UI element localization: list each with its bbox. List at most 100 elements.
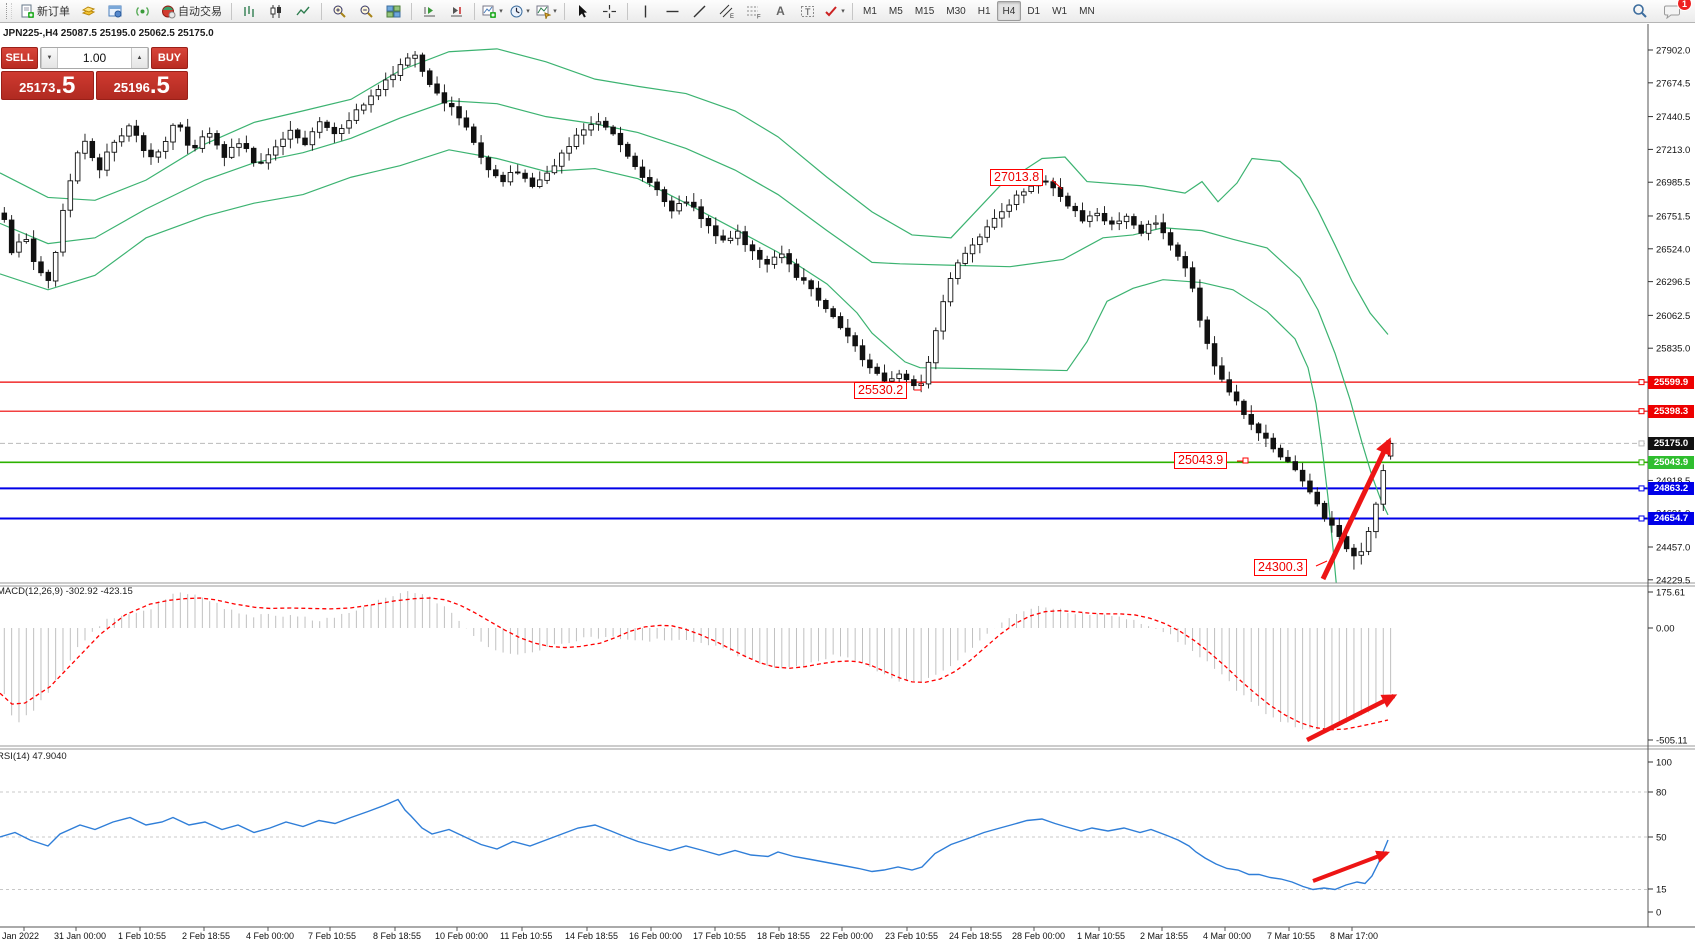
macd-pane[interactable] xyxy=(0,591,1398,743)
bar-chart-button[interactable] xyxy=(236,0,263,22)
timeframe-mn-button[interactable]: MN xyxy=(1079,5,1095,17)
time-label[interactable]: 7 Feb 10:55 xyxy=(308,931,356,941)
periods-button[interactable]: ▾ xyxy=(506,0,533,22)
time-label[interactable]: 22 Feb 00:00 xyxy=(820,931,873,941)
time-label[interactable]: 28 Feb 00:00 xyxy=(1012,931,1065,941)
volume-input[interactable]: 1.00 xyxy=(82,51,107,65)
time-label[interactable]: 1 Mar 10:55 xyxy=(1077,931,1125,941)
crosshair-tool-button[interactable] xyxy=(596,0,623,22)
time-label[interactable]: 23 Feb 10:55 xyxy=(885,931,938,941)
candle-body xyxy=(302,137,308,146)
candle-body xyxy=(280,138,286,147)
main-pane[interactable] xyxy=(0,48,1648,591)
cursor-tool-button[interactable] xyxy=(569,0,596,22)
candle-body xyxy=(206,133,213,138)
timeframe-m30-button[interactable]: M30 xyxy=(946,5,966,17)
time-label[interactable]: 16 Feb 00:00 xyxy=(629,931,682,941)
time-label[interactable]: 8 Mar 17:00 xyxy=(1330,931,1378,941)
candle-body xyxy=(1043,180,1049,183)
candle-body xyxy=(294,129,301,139)
time-label[interactable]: Jan 2022 xyxy=(2,931,39,941)
horizontal-line-tool-button[interactable] xyxy=(659,0,686,22)
time-label[interactable]: 17 Feb 10:55 xyxy=(693,931,746,941)
data-window-button[interactable] xyxy=(102,0,129,22)
auto-trading-button[interactable]: 自动交易 xyxy=(156,0,227,22)
timeframe-m15-button[interactable]: M15 xyxy=(914,5,935,17)
text-label-tool-button[interactable]: T xyxy=(794,0,821,22)
vertical-line-tool-button[interactable] xyxy=(632,0,659,22)
buy-button[interactable]: BUY xyxy=(151,47,188,69)
time-label[interactable]: 4 Feb 00:00 xyxy=(246,931,294,941)
candle-body xyxy=(1109,220,1115,225)
strategy-signal-button[interactable] xyxy=(129,0,156,22)
time-label[interactable]: 14 Feb 18:55 xyxy=(565,931,618,941)
indicators-button[interactable]: ▾ xyxy=(479,0,506,22)
time-label[interactable]: 8 Feb 18:55 xyxy=(373,931,421,941)
timeframe-h1-button[interactable]: H1 xyxy=(977,5,991,17)
time-label[interactable]: 2 Mar 18:55 xyxy=(1140,931,1188,941)
equidistant-channel-tool-button[interactable]: E xyxy=(713,0,740,22)
time-label[interactable]: 2 Feb 18:55 xyxy=(182,931,230,941)
time-label[interactable]: 7 Mar 10:55 xyxy=(1267,931,1315,941)
time-label[interactable]: 4 Mar 00:00 xyxy=(1203,931,1251,941)
time-label[interactable]: 31 Jan 00:00 xyxy=(54,931,106,941)
timeframe-d1-button[interactable]: D1 xyxy=(1027,5,1041,17)
price-tick-label: 26062.5 xyxy=(1656,311,1690,322)
annotation-swing-high[interactable]: 27013.8 xyxy=(990,169,1044,186)
zoom-out-button[interactable] xyxy=(353,0,380,22)
buy-price-panel[interactable]: 25196.5 xyxy=(95,71,188,100)
time-label[interactable]: 10 Feb 00:00 xyxy=(435,931,488,941)
timeframe-h4-button[interactable]: H4 xyxy=(996,1,1022,21)
time-label[interactable]: 1 Feb 10:55 xyxy=(118,931,166,941)
candle-body xyxy=(969,244,976,255)
chart-shift-button[interactable] xyxy=(443,0,470,22)
candle-body xyxy=(1131,216,1137,226)
candle-body xyxy=(60,209,66,253)
toolbar-separator xyxy=(474,2,475,20)
candle-body xyxy=(184,126,191,146)
axis-label-support-1: 24863.2 xyxy=(1648,481,1694,495)
trendline-tool-button[interactable] xyxy=(686,0,713,22)
annotation-swing-low[interactable]: 24300.3 xyxy=(1254,559,1308,576)
candle-body xyxy=(507,172,514,183)
templates-button[interactable]: ▾ xyxy=(533,0,560,22)
candlestick-chart-button[interactable] xyxy=(263,0,290,22)
chat-button[interactable]: 1 xyxy=(1659,0,1692,22)
annotation-retest-level[interactable]: 25043.9 xyxy=(1174,452,1228,469)
rsi-pane[interactable] xyxy=(0,791,1648,891)
timeframe-m5-button[interactable]: M5 xyxy=(888,5,903,17)
market-watch-button[interactable] xyxy=(75,0,102,22)
volume-down-button[interactable]: ▼ xyxy=(41,48,58,68)
time-label[interactable]: 11 Feb 10:55 xyxy=(500,931,552,941)
indicator-scale-label: 50 xyxy=(1656,833,1667,844)
sell-button[interactable]: SELL xyxy=(1,47,38,69)
annotation-breakdown-level[interactable]: 25530.2 xyxy=(854,382,908,399)
time-label[interactable]: 18 Feb 18:55 xyxy=(757,931,810,941)
candle-body xyxy=(492,169,499,177)
arrows-tool-button[interactable]: ▾ xyxy=(821,0,848,22)
new-order-label: 新订单 xyxy=(37,6,70,18)
auto-scroll-button[interactable] xyxy=(416,0,443,22)
text-tool-button[interactable]: A xyxy=(767,0,794,22)
price-tick-label: 25835.0 xyxy=(1656,344,1690,355)
line-chart-button[interactable] xyxy=(290,0,317,22)
candle-body xyxy=(45,271,52,281)
zoom-in-button[interactable] xyxy=(326,0,353,22)
toolbar-grip[interactable] xyxy=(6,3,12,19)
fibonacci-tool-button[interactable]: F xyxy=(740,0,767,22)
new-order-button[interactable]: 新订单 xyxy=(15,0,75,22)
candle-body xyxy=(588,124,594,131)
candle-body xyxy=(140,135,147,152)
candle-body xyxy=(823,300,829,310)
timeframe-m1-button[interactable]: M1 xyxy=(863,5,877,17)
search-button[interactable] xyxy=(1626,0,1653,22)
time-label[interactable]: 24 Feb 18:55 xyxy=(949,931,1002,941)
candle-body xyxy=(448,103,455,108)
volume-up-button[interactable]: ▲ xyxy=(131,48,148,68)
timeframe-w1-button[interactable]: W1 xyxy=(1052,5,1068,17)
svg-text:F: F xyxy=(757,14,761,19)
tile-windows-button[interactable] xyxy=(380,0,407,22)
candle-body xyxy=(1087,215,1093,222)
sell-price-panel[interactable]: 25173.5 xyxy=(1,71,94,100)
